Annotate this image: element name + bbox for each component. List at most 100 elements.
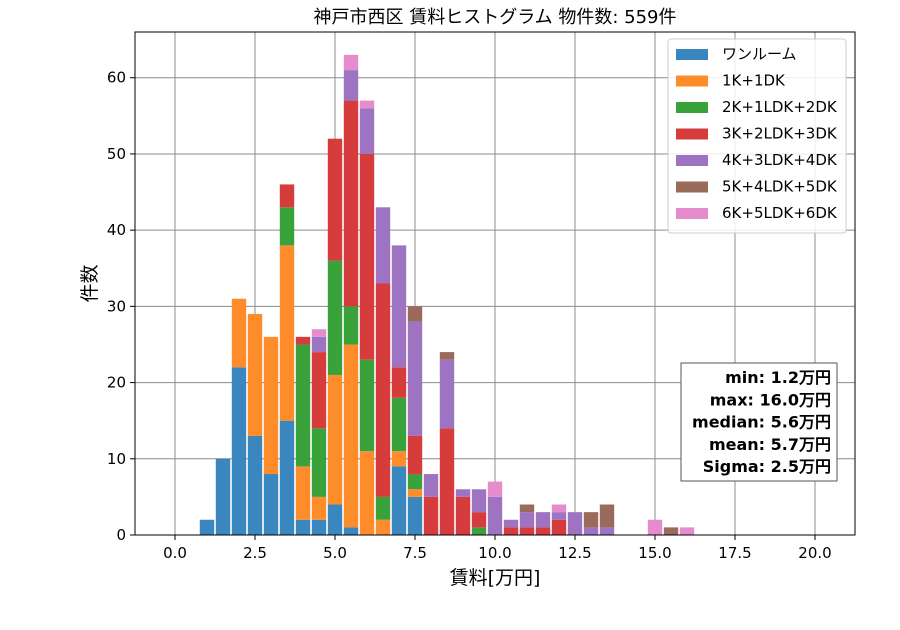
bar-segment	[583, 527, 599, 535]
legend-entry: 3K+2LDK+3DK	[722, 125, 838, 143]
bar-segment	[583, 512, 599, 528]
bar-segment	[391, 367, 407, 398]
bar-segment	[247, 313, 263, 436]
bar-segment	[327, 138, 343, 261]
bar-segment	[295, 519, 311, 535]
y-tick-label: 0	[116, 526, 126, 544]
bar-segment	[327, 260, 343, 375]
y-axis-label: 件数	[79, 264, 101, 302]
bar-segment	[311, 496, 327, 520]
bar-segment	[359, 359, 375, 452]
bar-segment	[279, 207, 295, 246]
bar-segment	[375, 519, 391, 535]
bar-segment	[295, 336, 311, 345]
x-tick-label: 2.5	[243, 544, 267, 562]
x-tick-label: 0.0	[163, 544, 187, 562]
legend-entry: 4K+3LDK+4DK	[722, 151, 838, 169]
bar-segment	[455, 489, 471, 497]
bar-segment	[343, 100, 359, 307]
chart-title: 神戸市西区 賃料ヒストグラム 物件数: 559件	[313, 7, 676, 28]
x-tick-label: 15.0	[638, 544, 671, 562]
stat-line: mean: 5.7万円	[709, 435, 831, 454]
bar-segment	[407, 321, 423, 436]
x-axis: 0.0 2.5 5.0 7.5 10.0 12.5 15.0 17.5 20.0	[163, 535, 832, 562]
stat-line: median: 5.6万円	[692, 413, 831, 432]
bar-segment	[407, 306, 423, 322]
bar-segment	[343, 344, 359, 528]
bar-segment	[599, 527, 615, 535]
bar-segment	[391, 451, 407, 467]
bar-segment	[375, 207, 391, 284]
bar-segment	[359, 100, 375, 109]
bar-segment	[487, 496, 503, 535]
bar-segment	[199, 519, 215, 535]
bar-segment	[343, 54, 359, 71]
bar-segment	[503, 527, 519, 535]
x-axis-label: 賃料[万円]	[450, 567, 541, 589]
legend-box	[667, 38, 847, 234]
bar-segment	[295, 466, 311, 520]
legend-entry: ワンルーム	[722, 45, 797, 63]
legend-swatch	[676, 155, 708, 166]
bars	[199, 54, 695, 535]
bar-segment	[567, 512, 583, 535]
stats-frame	[680, 362, 838, 482]
legend-swatch	[676, 102, 708, 113]
bar-segment	[311, 336, 327, 353]
bar-segment	[487, 481, 503, 497]
bar-segment	[551, 519, 567, 535]
legend-entry: 2K+1LDK+2DK	[722, 98, 838, 116]
legend-swatch	[676, 75, 708, 87]
y-tick-label: 60	[107, 69, 126, 87]
bar-segment	[391, 397, 407, 452]
bar-segment	[359, 108, 375, 154]
bar-segment	[343, 70, 359, 101]
bar-segment	[231, 367, 247, 535]
bar-segment	[231, 298, 247, 368]
bar-segment	[263, 474, 279, 535]
bar-segment	[263, 336, 279, 475]
legend-entry: 5K+4LDK+5DK	[722, 178, 838, 196]
bar-segment	[519, 527, 535, 535]
x-tick-label: 10.0	[478, 544, 511, 562]
bar-segment	[359, 153, 375, 360]
bar-segment	[423, 474, 439, 497]
bar-segment	[551, 512, 567, 520]
bar-segment	[327, 504, 343, 535]
bar-segment	[311, 428, 327, 497]
bar-segment	[407, 496, 423, 535]
bar-segment	[439, 352, 455, 360]
bar-segment	[343, 527, 359, 535]
legend-entry: 1K+1DK	[722, 72, 786, 90]
stats-box: min: 1.2万円 max: 16.0万円 median: 5.6万円 mean: …	[680, 362, 838, 482]
bar-segment	[519, 504, 535, 513]
legend-swatch	[676, 49, 708, 60]
bar-segment	[439, 428, 455, 535]
stat-line: min: 1.2万円	[725, 368, 831, 387]
bar-segment	[279, 245, 295, 421]
bar-segment	[311, 329, 327, 337]
bar-segment	[327, 374, 343, 505]
bar-segment	[311, 519, 327, 535]
x-tick-label: 12.5	[558, 544, 591, 562]
legend-swatch	[676, 181, 708, 193]
bar-segment	[503, 519, 519, 528]
bar-segment	[311, 352, 327, 429]
bar-segment	[471, 489, 487, 513]
bar-segment	[647, 519, 663, 535]
bar-segment	[679, 527, 695, 535]
bar-segment	[551, 504, 567, 513]
bar-segment	[599, 504, 615, 528]
legend-swatch	[676, 128, 708, 140]
bar-segment	[455, 496, 471, 535]
bar-segment	[359, 451, 375, 535]
bar-segment	[375, 496, 391, 520]
y-tick-label: 30	[107, 297, 126, 315]
legend-swatch	[676, 208, 708, 219]
bar-segment	[407, 489, 423, 497]
x-tick-label: 7.5	[403, 544, 427, 562]
y-tick-label: 10	[107, 450, 126, 468]
bar-segment	[535, 527, 551, 535]
bar-segment	[439, 359, 455, 429]
